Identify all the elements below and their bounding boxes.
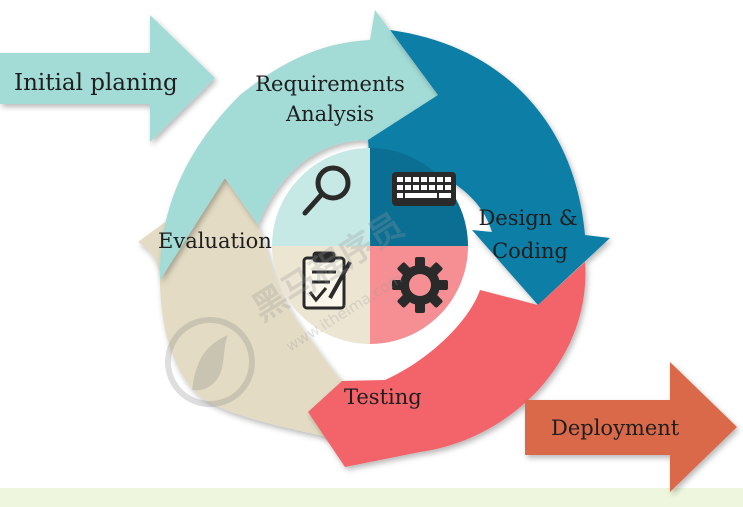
gear-icon [392, 257, 448, 313]
magnifier-icon [302, 165, 351, 216]
design-coding-segment [368, 30, 610, 305]
deployment-label: Deployment [551, 416, 680, 440]
keyboard-icon [392, 172, 456, 206]
requirements-label-2: Analysis [285, 102, 374, 126]
design-label-1: Design & [478, 206, 577, 230]
evaluation-label: Evaluation [158, 229, 272, 253]
requirements-label-1: Requirements [255, 72, 404, 96]
initial-planing-label: Initial planing [14, 70, 178, 96]
deployment-arrow [525, 362, 737, 492]
watermark-logo [165, 317, 255, 407]
requirements-segment [159, 10, 438, 280]
watermark-horse [192, 335, 228, 391]
testing-label: Testing [344, 385, 422, 409]
evaluation-segment [138, 178, 342, 440]
testing-segment [308, 262, 586, 467]
bottom-band [0, 488, 743, 507]
checklist-icon [302, 251, 352, 310]
design-label-2: Coding [492, 239, 568, 263]
initial-planing-arrow [0, 15, 215, 142]
